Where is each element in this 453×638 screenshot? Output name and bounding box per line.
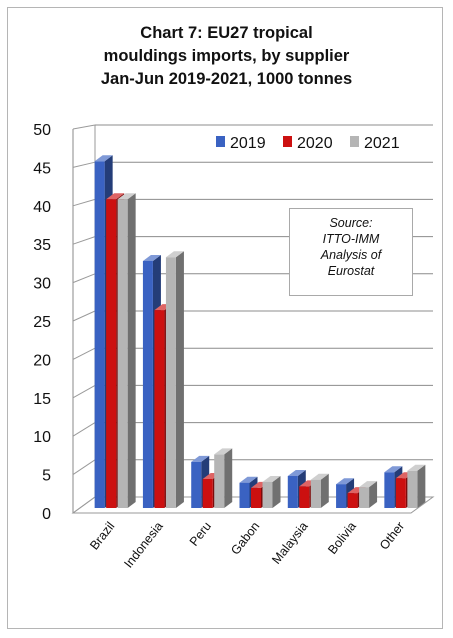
legend-label: 2019 [230, 135, 266, 152]
x-tick-label: Peru [187, 519, 214, 548]
legend-swatch [216, 136, 225, 147]
bar [262, 481, 273, 508]
source-annotation: Source: ITTO-IMM Analysis of Eurostat [289, 208, 413, 296]
bar-top [384, 466, 403, 473]
bar-top [106, 193, 125, 200]
bar [251, 487, 261, 508]
bar [191, 461, 202, 508]
bar [407, 470, 418, 508]
bar-top [239, 476, 258, 483]
bar-top [94, 155, 113, 162]
source-line-2: ITTO-IMM [322, 232, 380, 246]
bar [287, 476, 298, 508]
bar [106, 199, 117, 509]
y-tick-label: 25 [33, 314, 51, 331]
x-tick-label: Bolivia [325, 519, 359, 557]
bar [214, 454, 225, 508]
bar-side [175, 251, 184, 508]
bar-top [117, 193, 136, 200]
bar [202, 478, 213, 508]
bar [347, 493, 358, 508]
gridline-depth [72, 459, 96, 476]
x-tick-label: Other [377, 519, 407, 552]
bar-side [369, 481, 378, 508]
gridline-depth [72, 422, 96, 437]
bar-top [142, 254, 161, 261]
chart-title-line-1: Chart 7: EU27 tropical [140, 24, 313, 42]
bar-top [359, 481, 378, 488]
chart-title-line-2: mouldings imports, by supplier [103, 47, 350, 65]
gridline-depth [72, 273, 96, 284]
bar-top [310, 473, 329, 480]
bar [310, 479, 321, 508]
chart-title: Chart 7: EU27 tropical mouldings imports… [0, 22, 453, 91]
bar-side [320, 473, 329, 508]
y-tick-label: 45 [33, 160, 51, 177]
y-tick-label: 0 [42, 506, 51, 523]
y-tick-label: 40 [33, 199, 51, 216]
bar [359, 487, 370, 508]
legend-label: 2021 [364, 135, 400, 152]
bar-top [214, 448, 233, 455]
bar-side [272, 475, 281, 508]
legend-swatch [350, 136, 359, 147]
source-line-1: Source: [329, 216, 373, 230]
x-tick-label: Malaysia [269, 519, 310, 567]
x-tick-label: Brazil [87, 519, 117, 552]
bar [336, 484, 347, 508]
gridline-depth [72, 124, 96, 130]
bar [142, 260, 153, 508]
bar [239, 482, 250, 508]
gridline-depth [72, 310, 96, 322]
bar [384, 472, 395, 508]
y-tick-label: 30 [33, 276, 51, 293]
bar [165, 257, 176, 508]
y-tick-label: 5 [42, 468, 51, 485]
source-line-4: Eurostat [327, 264, 375, 278]
bar [154, 310, 165, 508]
chart-title-line-3: Jan-Jun 2019-2021, 1000 tonnes [100, 70, 353, 88]
x-tick-label: Indonesia [121, 519, 165, 570]
legend-label: 2020 [297, 135, 333, 152]
bar-side [127, 193, 136, 509]
gridline-depth [72, 384, 96, 399]
bar-side [417, 464, 426, 508]
gridline-depth [72, 198, 96, 207]
bar-top [287, 470, 306, 477]
gridline-depth [72, 236, 96, 245]
bar-top [262, 475, 281, 482]
bar [94, 161, 105, 508]
bar-top [191, 455, 210, 462]
bar-top [336, 478, 355, 485]
y-tick-label: 35 [33, 237, 51, 254]
y-tick-label: 50 [33, 122, 51, 139]
gridline-depth [72, 161, 96, 168]
gridline-depth [72, 496, 96, 514]
y-tick-label: 20 [33, 352, 51, 369]
bar-side [224, 448, 233, 508]
bar [395, 478, 406, 508]
source-line-3: Analysis of [320, 248, 382, 262]
y-tick-label: 10 [33, 429, 51, 446]
bar-top [165, 251, 184, 258]
bar [117, 199, 128, 509]
bar-top [407, 464, 426, 471]
y-tick-label: 15 [33, 391, 51, 408]
gridline-depth [72, 347, 96, 360]
bar [299, 486, 310, 508]
legend-swatch [283, 136, 292, 147]
x-tick-label: Gabon [228, 519, 262, 557]
